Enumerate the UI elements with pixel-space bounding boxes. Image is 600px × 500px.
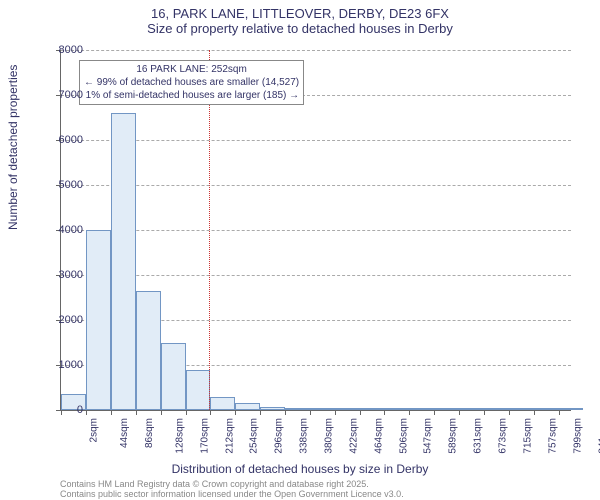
histogram-bar — [360, 408, 385, 410]
histogram-bar — [384, 408, 409, 410]
annotation-line3: 1% of semi-detached houses are larger (1… — [84, 89, 299, 102]
xtick-label: 380sqm — [324, 418, 335, 454]
xtick-label: 338sqm — [299, 418, 310, 454]
ytick-label: 7000 — [43, 89, 83, 101]
xtick-label: 506sqm — [398, 418, 409, 454]
xtick-label: 757sqm — [547, 418, 558, 454]
xtick-label: 422sqm — [349, 418, 360, 454]
histogram-bar — [509, 408, 534, 410]
ytick-label: 5000 — [43, 179, 83, 191]
xtick-label: 547sqm — [423, 418, 434, 454]
histogram-bar — [111, 113, 136, 410]
xtick-mark — [210, 410, 211, 415]
xtick-mark — [509, 410, 510, 415]
title-subtitle: Size of property relative to detached ho… — [0, 21, 600, 36]
xtick-mark — [484, 410, 485, 415]
xtick-mark — [111, 410, 112, 415]
xtick-mark — [459, 410, 460, 415]
ytick-label: 6000 — [43, 134, 83, 146]
xtick-label: 170sqm — [199, 418, 210, 454]
xtick-mark — [310, 410, 311, 415]
annotation-box: 16 PARK LANE: 252sqm← 99% of detached ho… — [79, 60, 304, 105]
xtick-label: 715sqm — [522, 418, 533, 454]
ytick-label: 3000 — [43, 269, 83, 281]
xtick-label: 464sqm — [374, 418, 385, 454]
histogram-bar — [409, 408, 434, 410]
xtick-mark — [186, 410, 187, 415]
xtick-label: 589sqm — [448, 418, 459, 454]
xtick-label: 44sqm — [119, 418, 130, 448]
ytick-label: 8000 — [43, 44, 83, 56]
xtick-mark — [434, 410, 435, 415]
xtick-mark — [384, 410, 385, 415]
histogram-bar — [161, 343, 186, 411]
ytick-label: 1000 — [43, 359, 83, 371]
xtick-mark — [235, 410, 236, 415]
xtick-label: 86sqm — [144, 418, 155, 448]
xtick-mark — [260, 410, 261, 415]
xtick-label: 296sqm — [274, 418, 285, 454]
xtick-mark — [86, 410, 87, 415]
annotation-line1: 16 PARK LANE: 252sqm — [84, 63, 299, 76]
xtick-label: 673sqm — [497, 418, 508, 454]
xtick-label: 631sqm — [473, 418, 484, 454]
ytick-label: 4000 — [43, 224, 83, 236]
histogram-bar — [136, 291, 161, 410]
title-address: 16, PARK LANE, LITTLEOVER, DERBY, DE23 6… — [0, 6, 600, 21]
xtick-mark — [285, 410, 286, 415]
xtick-mark — [559, 410, 560, 415]
histogram-bar — [459, 408, 484, 410]
footer-line2: Contains public sector information licen… — [60, 490, 404, 500]
ytick-label: 0 — [43, 404, 83, 416]
xtick-mark — [534, 410, 535, 415]
ytick-label: 2000 — [43, 314, 83, 326]
histogram-bar — [335, 408, 360, 410]
histogram-bar — [484, 408, 509, 410]
chart-title-block: 16, PARK LANE, LITTLEOVER, DERBY, DE23 6… — [0, 0, 600, 36]
histogram-bar — [260, 407, 285, 410]
histogram-bar — [235, 403, 260, 410]
histogram-bar — [210, 397, 235, 411]
gridline-h — [61, 185, 571, 187]
plot-region: 16 PARK LANE: 252sqm← 99% of detached ho… — [60, 50, 571, 411]
gridline-h — [61, 275, 571, 277]
gridline-h — [61, 230, 571, 232]
histogram-bar — [86, 230, 111, 410]
footer-attribution: Contains HM Land Registry data © Crown c… — [60, 480, 404, 500]
xtick-mark — [360, 410, 361, 415]
xtick-mark — [161, 410, 162, 415]
histogram-bar — [559, 408, 584, 410]
annotation-line2: ← 99% of detached houses are smaller (14… — [84, 76, 299, 89]
xtick-label: 128sqm — [174, 418, 185, 454]
xtick-label: 254sqm — [249, 418, 260, 454]
xtick-label: 212sqm — [224, 418, 235, 454]
xtick-label: 2sqm — [88, 418, 99, 442]
chart-area: 16 PARK LANE: 252sqm← 99% of detached ho… — [60, 50, 570, 410]
histogram-bar — [285, 408, 310, 410]
xtick-mark — [335, 410, 336, 415]
histogram-bar — [186, 370, 211, 411]
xtick-mark — [409, 410, 410, 415]
histogram-bar — [534, 408, 559, 410]
xtick-mark — [136, 410, 137, 415]
histogram-bar — [310, 408, 335, 410]
x-axis-label: Distribution of detached houses by size … — [0, 462, 600, 476]
y-axis-label: Number of detached properties — [6, 65, 20, 230]
xtick-label: 799sqm — [572, 418, 583, 454]
gridline-h — [61, 140, 571, 142]
histogram-bar — [434, 408, 459, 410]
gridline-h — [61, 50, 571, 52]
